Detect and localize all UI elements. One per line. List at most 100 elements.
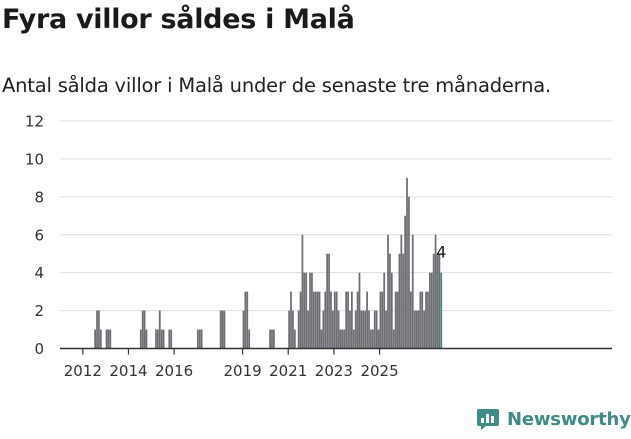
bar xyxy=(419,291,422,349)
bar xyxy=(219,310,222,349)
y-tick-label: 8 xyxy=(34,188,44,206)
bar xyxy=(368,310,370,349)
bar xyxy=(242,310,245,349)
bar xyxy=(351,291,353,349)
x-axis xyxy=(60,347,612,355)
bar xyxy=(366,291,368,349)
bar xyxy=(314,291,317,349)
bar xyxy=(349,310,351,349)
bar xyxy=(305,272,308,349)
bar xyxy=(381,291,384,349)
value-label: 4 xyxy=(436,243,446,262)
bar xyxy=(434,234,437,349)
bar xyxy=(356,291,359,349)
gridlines xyxy=(60,120,612,312)
bar xyxy=(297,310,300,349)
bar xyxy=(360,310,363,349)
chart-subtitle: Antal sålda villor i Malå under de senas… xyxy=(2,74,552,97)
chart-title: Fyra villor såldes i Malå xyxy=(2,4,355,35)
bar xyxy=(430,272,433,349)
bar xyxy=(354,310,357,349)
bar xyxy=(379,291,382,349)
bar xyxy=(309,272,311,349)
bar xyxy=(417,310,420,349)
bar xyxy=(328,253,330,349)
bar xyxy=(413,310,416,349)
bar xyxy=(432,253,435,349)
bar xyxy=(375,310,378,349)
bar xyxy=(290,291,292,349)
bar xyxy=(371,329,374,349)
y-tick-label: 0 xyxy=(34,340,44,358)
y-tick-label: 6 xyxy=(34,226,44,244)
y-axis-labels: 0 2 4 6 8 10 12 xyxy=(25,113,44,359)
bar xyxy=(396,291,399,349)
bar xyxy=(421,291,424,349)
x-tick-label: 2012 xyxy=(64,362,102,380)
y-tick-label: 12 xyxy=(25,113,44,131)
bar xyxy=(402,253,405,349)
bar xyxy=(425,291,427,349)
bar xyxy=(99,329,102,349)
bar xyxy=(107,329,110,349)
bar xyxy=(339,329,342,349)
bar xyxy=(162,329,165,349)
bar xyxy=(394,291,397,349)
bar xyxy=(145,329,148,349)
bar xyxy=(141,310,144,349)
x-tick-label: 2025 xyxy=(360,362,398,380)
bar xyxy=(303,272,306,349)
bar xyxy=(392,329,395,349)
bar xyxy=(398,253,401,349)
bar xyxy=(316,291,319,349)
y-tick-label: 10 xyxy=(25,150,44,168)
bar xyxy=(436,253,439,349)
bars xyxy=(94,177,443,349)
bar xyxy=(404,215,407,349)
bar xyxy=(400,234,403,349)
bar xyxy=(427,291,429,349)
bar xyxy=(168,329,171,349)
bar xyxy=(318,291,321,349)
bar xyxy=(438,253,441,349)
bar xyxy=(105,329,108,349)
bar xyxy=(301,234,304,349)
bar xyxy=(324,291,327,349)
bar xyxy=(312,291,315,349)
bar xyxy=(269,329,271,349)
y-tick-label: 4 xyxy=(34,264,44,282)
bar xyxy=(158,310,161,349)
bar xyxy=(326,253,329,349)
bar xyxy=(299,291,302,349)
bar xyxy=(335,291,338,349)
bar xyxy=(347,291,349,349)
bar xyxy=(271,329,273,349)
bar xyxy=(341,329,344,349)
bar xyxy=(352,329,355,349)
bar xyxy=(98,310,100,349)
bar xyxy=(383,272,386,349)
bar xyxy=(343,329,346,349)
brand-name: Newsworthy xyxy=(507,408,631,430)
y-tick-label: 2 xyxy=(34,302,44,320)
bar xyxy=(440,272,443,349)
bar xyxy=(109,329,112,349)
bar xyxy=(155,329,157,349)
bar xyxy=(273,329,275,349)
x-tick-label: 2023 xyxy=(315,362,353,380)
bar xyxy=(307,310,310,349)
bar xyxy=(362,310,365,349)
bar xyxy=(244,291,247,349)
x-tick-label: 2019 xyxy=(223,362,261,380)
bar xyxy=(94,329,96,349)
x-tick-label: 2021 xyxy=(269,362,307,380)
annotations: 4 xyxy=(436,243,446,262)
bar xyxy=(198,329,201,349)
bar xyxy=(293,329,296,349)
bar xyxy=(358,272,361,349)
bar xyxy=(370,329,372,349)
bar xyxy=(409,291,412,349)
bar xyxy=(246,291,249,349)
bar xyxy=(143,310,146,349)
bar xyxy=(196,329,199,349)
